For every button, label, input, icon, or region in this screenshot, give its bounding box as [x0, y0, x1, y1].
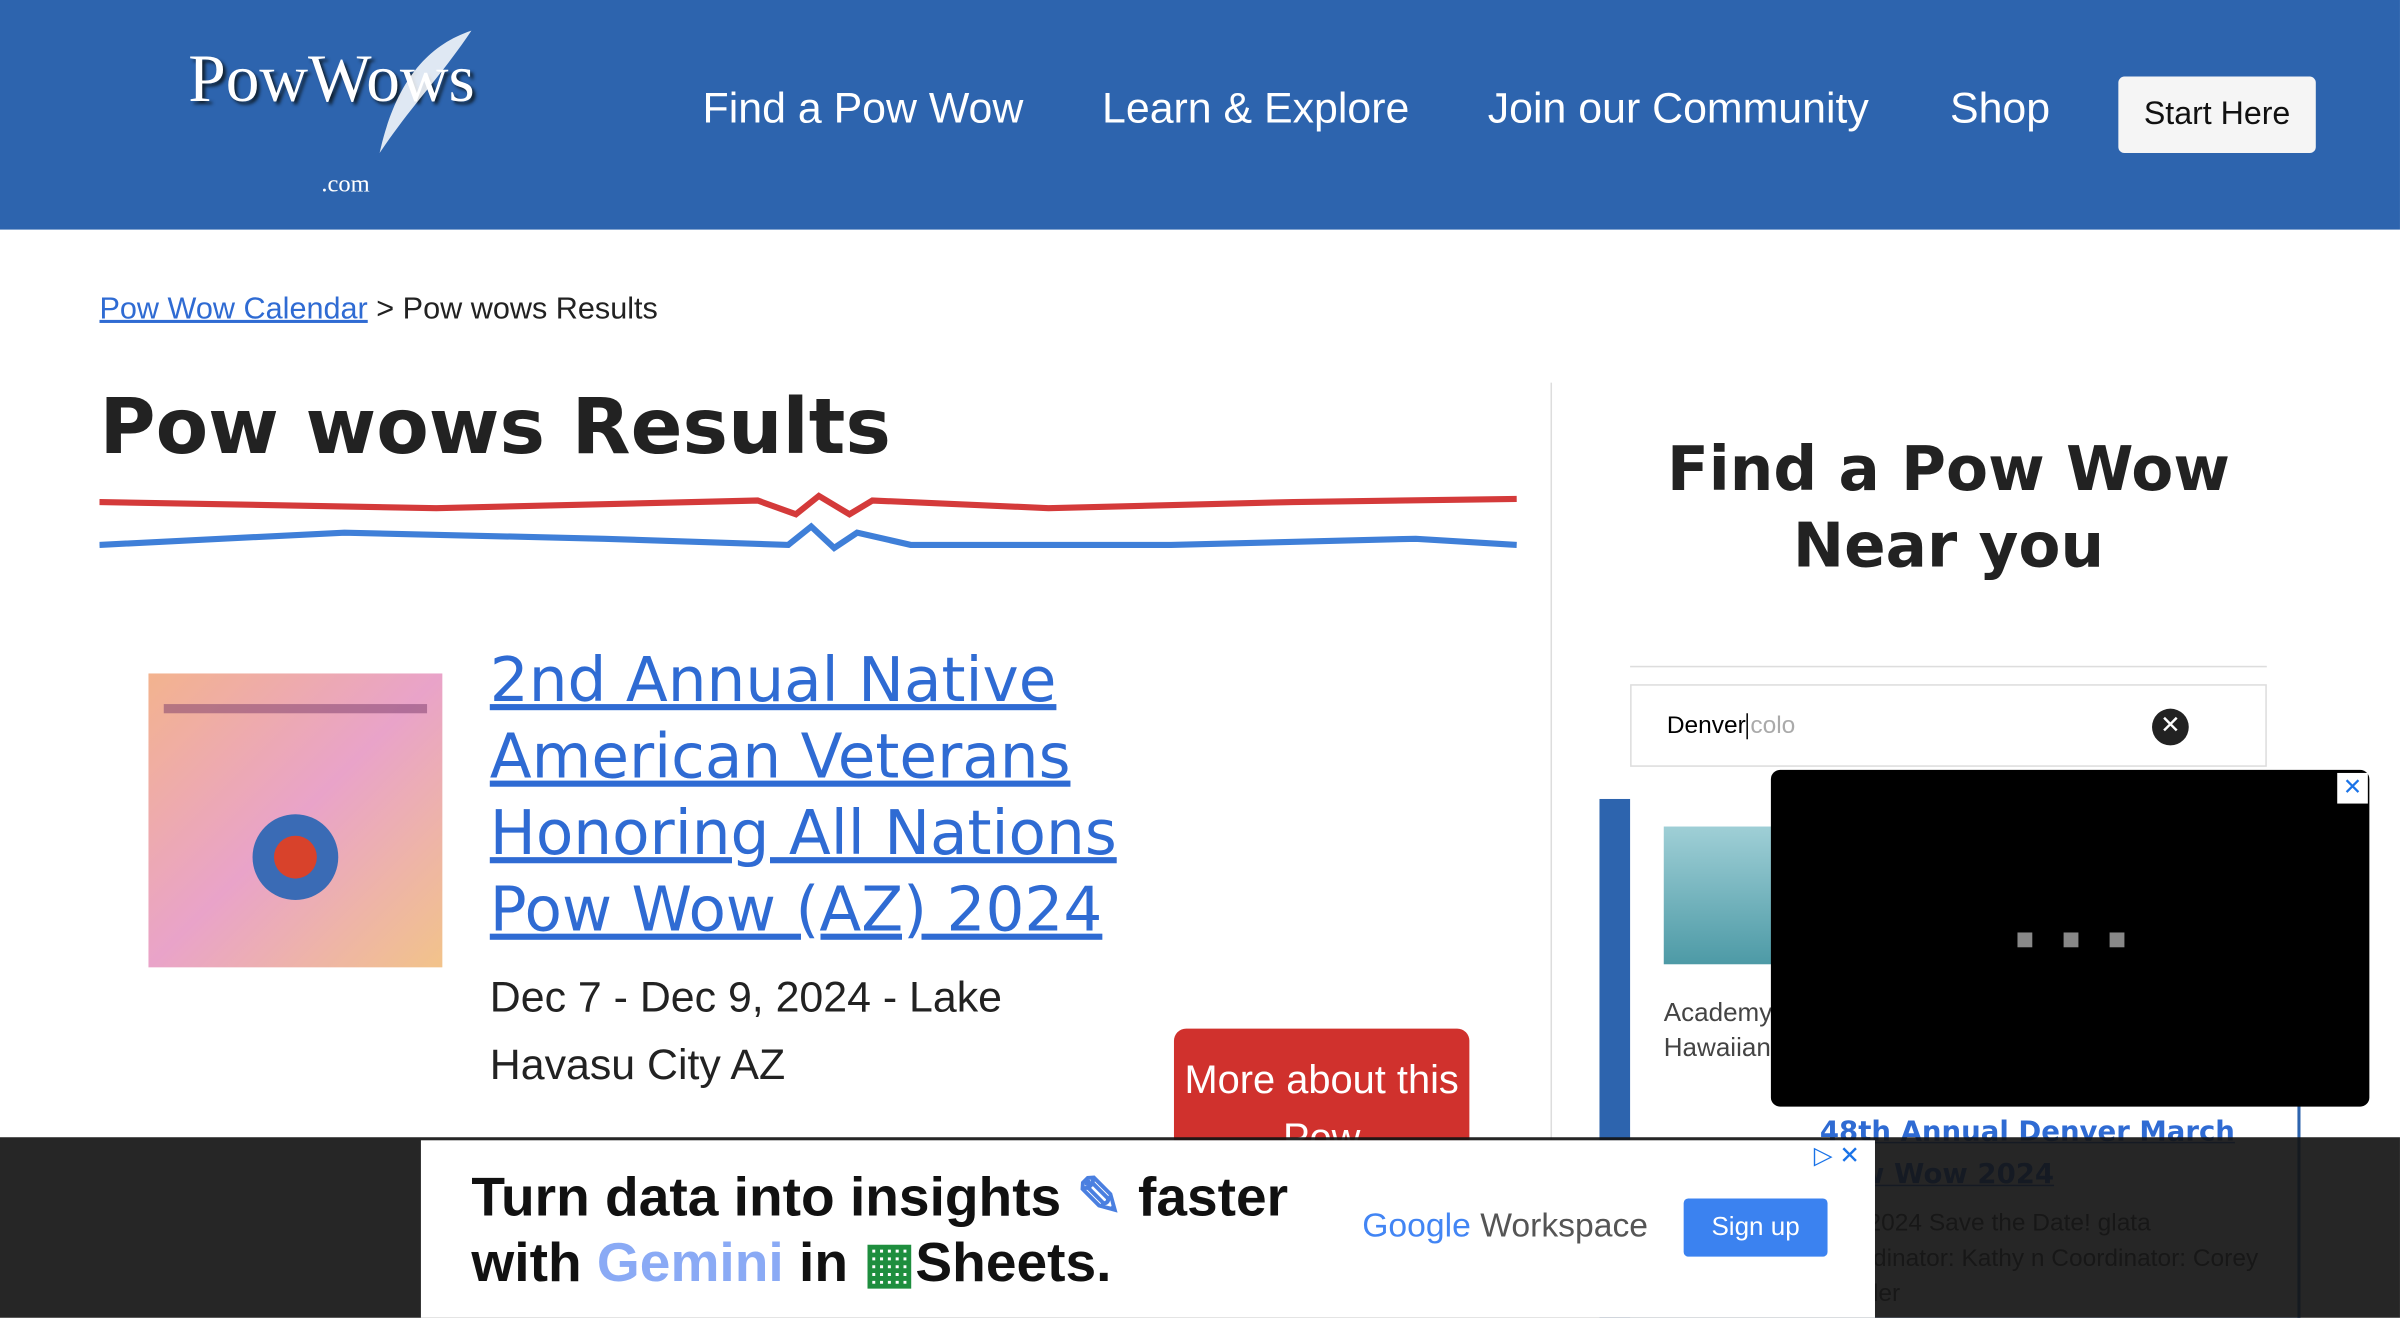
search-input[interactable]: Denver colo ✕	[1630, 684, 2267, 767]
event-image[interactable]	[148, 673, 443, 968]
ad-text: Sheets.	[915, 1230, 1112, 1294]
video-overlay[interactable]: ■■■ ✕	[1770, 769, 2370, 1107]
nav-link[interactable]: Shop	[1949, 84, 2051, 132]
result-text: Academy Hawaiian	[1663, 997, 1773, 1063]
search-placeholder: colo	[1745, 713, 1796, 740]
breadcrumb-current: Pow wows Results	[402, 292, 658, 327]
search-value: Denver	[1666, 713, 1746, 740]
poster-art	[163, 704, 428, 900]
clear-button[interactable]: ✕	[2152, 708, 2189, 746]
page-title: Pow wows Results	[99, 382, 891, 472]
ad-brand-google: Google	[1362, 1206, 1471, 1245]
ad-close[interactable]: ▷ ✕	[1813, 1143, 1860, 1170]
ad-brand: Google Workspace	[1362, 1206, 1648, 1246]
ad-text: Gemini	[596, 1230, 784, 1294]
event-details: Dec 7 - Dec 9, 2024 - Lake Havasu City A…	[489, 973, 1002, 1089]
sidebar-title: Find a Pow Wow Near you	[1666, 434, 2230, 582]
logo[interactable]: PowWows .com	[181, 30, 487, 207]
site-header: PowWows .com Find a Pow Wow Learn & Expl…	[0, 0, 2400, 230]
nav-link[interactable]: Find a Pow Wow	[702, 84, 1024, 132]
ad-text: faster	[1138, 1164, 1289, 1228]
ad-text: in	[799, 1230, 849, 1294]
rule	[1630, 665, 2267, 668]
cta-button[interactable]: Start Here	[2118, 76, 2316, 154]
ad-headline: Turn data into insights ✎ faster with Ge…	[471, 1164, 1289, 1294]
breadcrumb-link[interactable]: Pow Wow Calendar	[99, 292, 368, 327]
feather-icon	[379, 30, 472, 154]
ad-text: with	[471, 1230, 582, 1294]
breadcrumb-separator: >	[376, 292, 395, 327]
loading-dots: ■■■	[2015, 922, 2154, 957]
logo-sub: .com	[321, 171, 370, 198]
event-title[interactable]: 2nd Annual Native American Veterans Hono…	[489, 645, 1117, 946]
close-button[interactable]: ✕	[2337, 772, 2368, 804]
nav-link[interactable]: Learn & Explore	[1102, 84, 1410, 132]
column-divider	[1550, 382, 1553, 1148]
ad-button[interactable]: Sign up	[1683, 1198, 1828, 1257]
zigzag-divider	[99, 492, 1517, 552]
nav-link[interactable]: Join our Community	[1487, 84, 1869, 132]
ad-text: Turn data into insights	[471, 1164, 1062, 1228]
ad-brand-workspace: Workspace	[1480, 1206, 1649, 1245]
ad-banner[interactable]: Turn data into insights ✎ faster with Ge…	[420, 1140, 1875, 1318]
breadcrumb: Pow Wow Calendar > Pow wows Results	[99, 292, 657, 327]
